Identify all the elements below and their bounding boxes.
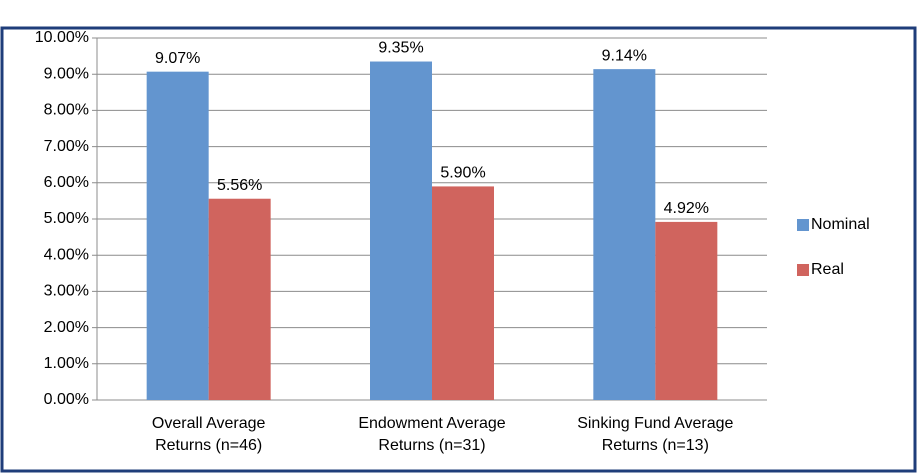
y-tick-label: 1.00%	[44, 355, 89, 372]
y-tick-label: 2.00%	[44, 319, 89, 336]
legend-label: Nominal	[811, 216, 870, 233]
y-tick-label: 3.00%	[44, 283, 89, 300]
bar	[593, 69, 656, 400]
bar	[432, 186, 494, 400]
y-tick-label: 10.00%	[35, 29, 89, 46]
data-label: 5.90%	[440, 165, 485, 182]
y-tick-label: 6.00%	[44, 174, 89, 191]
data-label: 9.07%	[155, 50, 200, 67]
bar	[370, 61, 432, 400]
y-tick-label: 4.00%	[44, 246, 89, 263]
data-label: 9.14%	[602, 47, 647, 64]
y-tick-label: 8.00%	[44, 102, 89, 119]
data-label: 5.56%	[217, 177, 262, 194]
x-tick-label: Sinking Fund Average	[577, 415, 733, 432]
data-label: 4.92%	[664, 200, 709, 217]
x-tick-label: Endowment Average	[358, 415, 505, 432]
x-tick-label: Returns (n=31)	[378, 437, 485, 454]
data-label: 9.35%	[378, 40, 423, 57]
y-tick-label: 0.00%	[44, 391, 89, 408]
x-tick-label: Returns (n=46)	[155, 437, 262, 454]
y-tick-label: 9.00%	[44, 65, 89, 82]
y-tick-label: 5.00%	[44, 210, 89, 227]
legend-label: Real	[811, 261, 844, 278]
legend-swatch	[797, 219, 809, 231]
bar	[655, 221, 718, 400]
legend-swatch	[797, 264, 809, 276]
x-tick-label: Returns (n=13)	[602, 437, 709, 454]
bar	[146, 71, 209, 400]
y-tick-label: 7.00%	[44, 138, 89, 155]
x-tick-label: Overall Average	[152, 415, 266, 432]
bar	[208, 198, 271, 400]
